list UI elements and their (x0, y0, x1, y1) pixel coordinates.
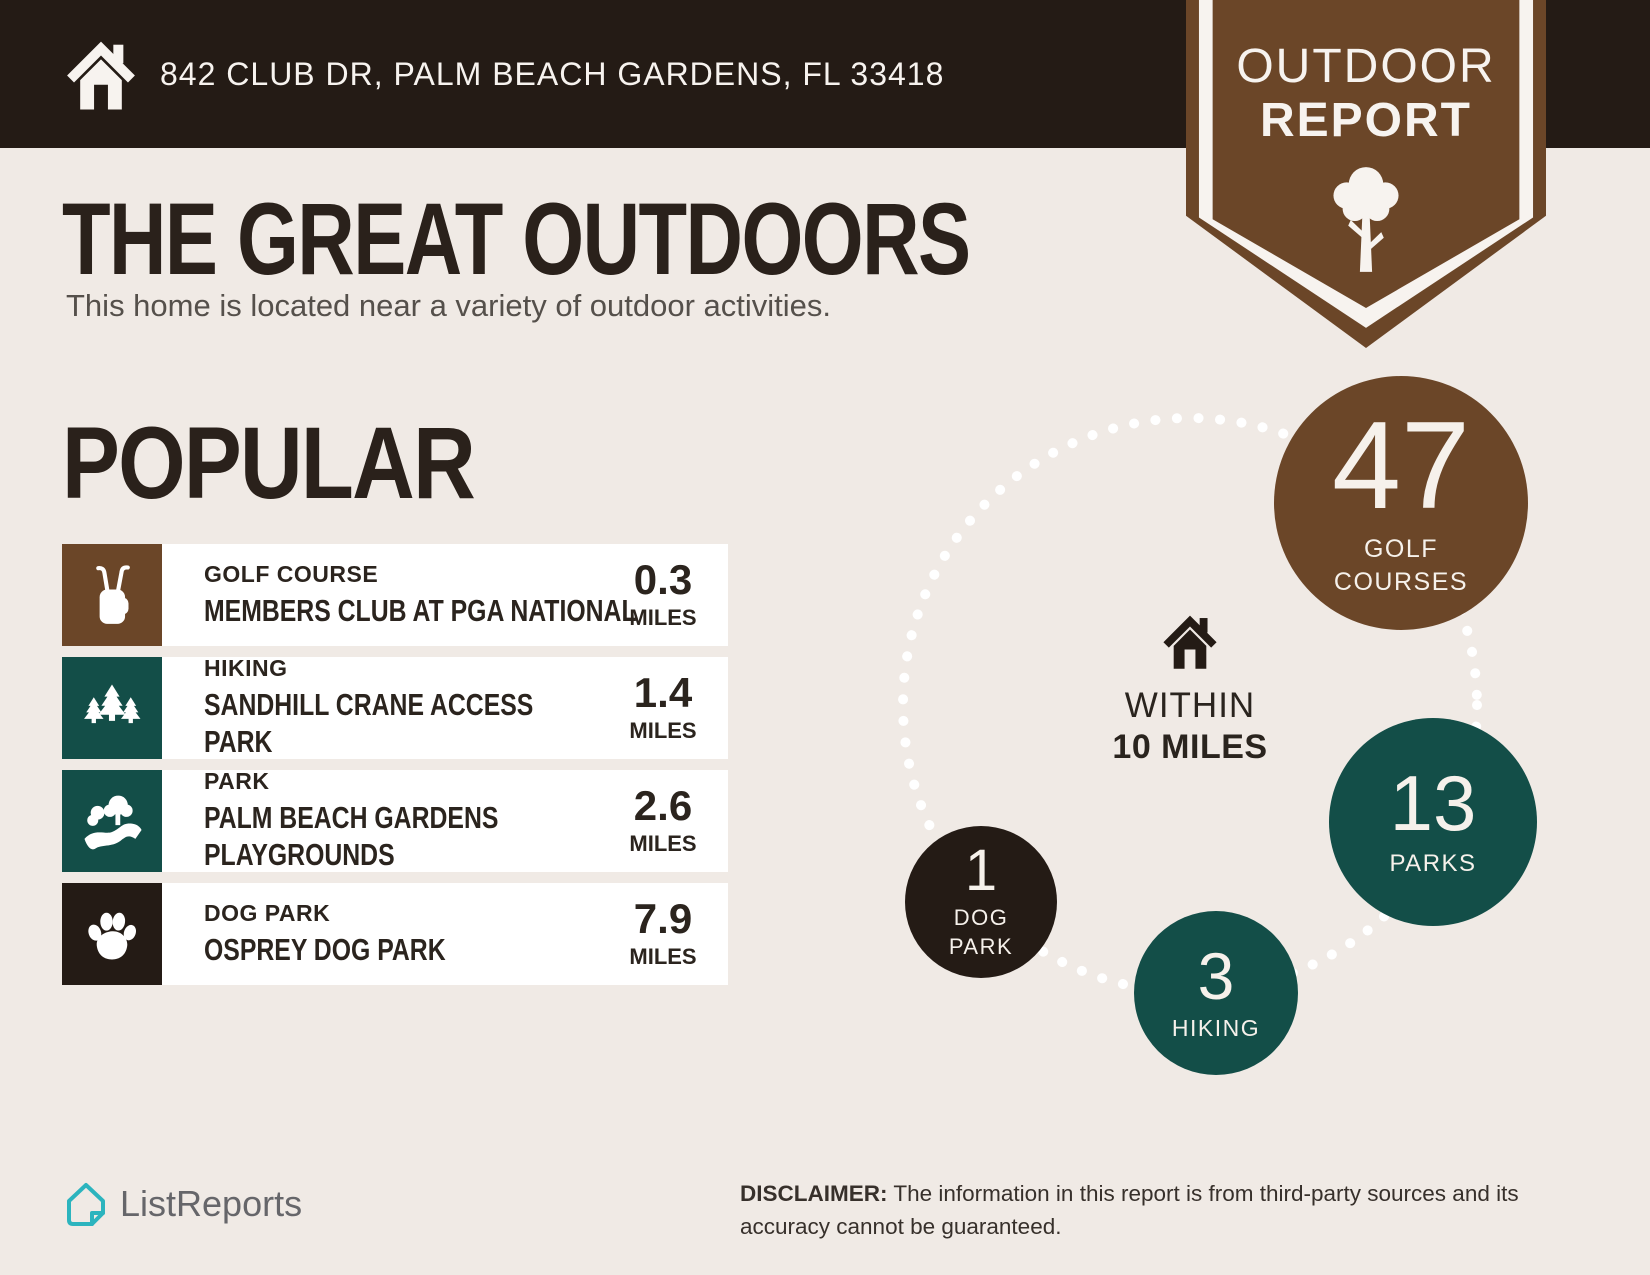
item-category: PARK (204, 768, 270, 795)
disclaimer: DISCLAIMER: The information in this repo… (740, 1178, 1640, 1243)
item-distance: 2.6 MILES (604, 770, 728, 872)
bubble-label: PARKS (1389, 850, 1477, 878)
badge-title-line1: OUTDOOR (1236, 40, 1496, 93)
item-category: HIKING (204, 655, 288, 682)
list-item-park: PARK PALM BEACH GARDENS PLAYGROUNDS 2.6 … (62, 768, 728, 872)
golf-bag-icon (62, 544, 162, 646)
item-category: GOLF COURSE (204, 560, 379, 587)
page-subtitle: This home is located near a variety of o… (66, 288, 832, 323)
within-label: WITHIN (1124, 686, 1256, 725)
within-distance: 10 MILES (1112, 728, 1268, 766)
bubble-count: 3 (1197, 938, 1235, 1013)
tree-icon (1333, 167, 1399, 272)
item-category: DOG PARK (204, 899, 331, 926)
distance-value: 7.9 (633, 895, 693, 942)
distance-unit: MILES (629, 605, 697, 630)
home-icon (1163, 615, 1217, 669)
item-name: OSPREY DOG PARK (204, 931, 446, 967)
bubble-label: DOG PARK (948, 905, 1014, 959)
list-item-golf-course: GOLF COURSE MEMBERS CLUB AT PGA NATIONAL… (62, 544, 728, 646)
item-name: MEMBERS CLUB AT PGA NATIONAL (204, 592, 637, 628)
item-distance: 1.4 MILES (604, 657, 728, 759)
list-item-dog-park: DOG PARK OSPREY DOG PARK 7.9 MILES (62, 883, 728, 985)
listreports-logo: ListReports (64, 1180, 302, 1228)
popular-heading: POPULAR (62, 406, 476, 520)
bubble-dog-park: 1 DOG PARK (905, 826, 1057, 978)
distance-value: 2.6 (633, 782, 693, 829)
bubble-label: GOLF COURSES (1333, 535, 1469, 596)
brand-name: ListReports (120, 1183, 303, 1224)
bubble-count: 1 (964, 838, 998, 904)
distance-value: 1.4 (633, 669, 693, 716)
bubble-hiking: 3 HIKING (1134, 911, 1298, 1075)
paw-icon (62, 883, 162, 985)
bubble-count: 13 (1389, 759, 1477, 848)
pine-trees-icon (62, 657, 162, 759)
distance-value: 0.3 (633, 556, 693, 603)
distance-unit: MILES (629, 831, 697, 856)
outdoor-report-badge: OUTDOOR REPORT (1186, 0, 1546, 348)
bubble-count: 47 (1332, 396, 1470, 535)
distance-unit: MILES (629, 718, 697, 743)
item-name: SANDHILL CRANE ACCESS PARK (204, 687, 534, 759)
property-address: 842 CLUB DR, PALM BEACH GARDENS, FL 3341… (160, 56, 945, 92)
page-title: THE GREAT OUTDOORS (62, 182, 971, 296)
disclaimer-text: The information in this report is from t… (740, 1181, 1519, 1239)
bubble-label: HIKING (1171, 1014, 1261, 1041)
disclaimer-label: DISCLAIMER: (740, 1181, 888, 1206)
distance-unit: MILES (629, 944, 697, 969)
popular-list: GOLF COURSE MEMBERS CLUB AT PGA NATIONAL… (62, 544, 728, 996)
playground-icon (62, 770, 162, 872)
item-distance: 7.9 MILES (604, 883, 728, 985)
radius-center: WITHIN 10 MILES (1090, 612, 1290, 767)
bubble-parks: 13 PARKS (1329, 718, 1537, 926)
item-name: PALM BEACH GARDENS PLAYGROUNDS (204, 800, 499, 872)
item-distance: 0.3 MILES (604, 544, 728, 646)
listreports-house-icon (67, 1183, 105, 1226)
list-item-hiking: HIKING SANDHILL CRANE ACCESS PARK 1.4 MI… (62, 655, 728, 759)
bubble-golf-courses: 47 GOLF COURSES (1274, 376, 1528, 630)
badge-title-line2: REPORT (1259, 94, 1472, 147)
home-icon (67, 41, 135, 110)
